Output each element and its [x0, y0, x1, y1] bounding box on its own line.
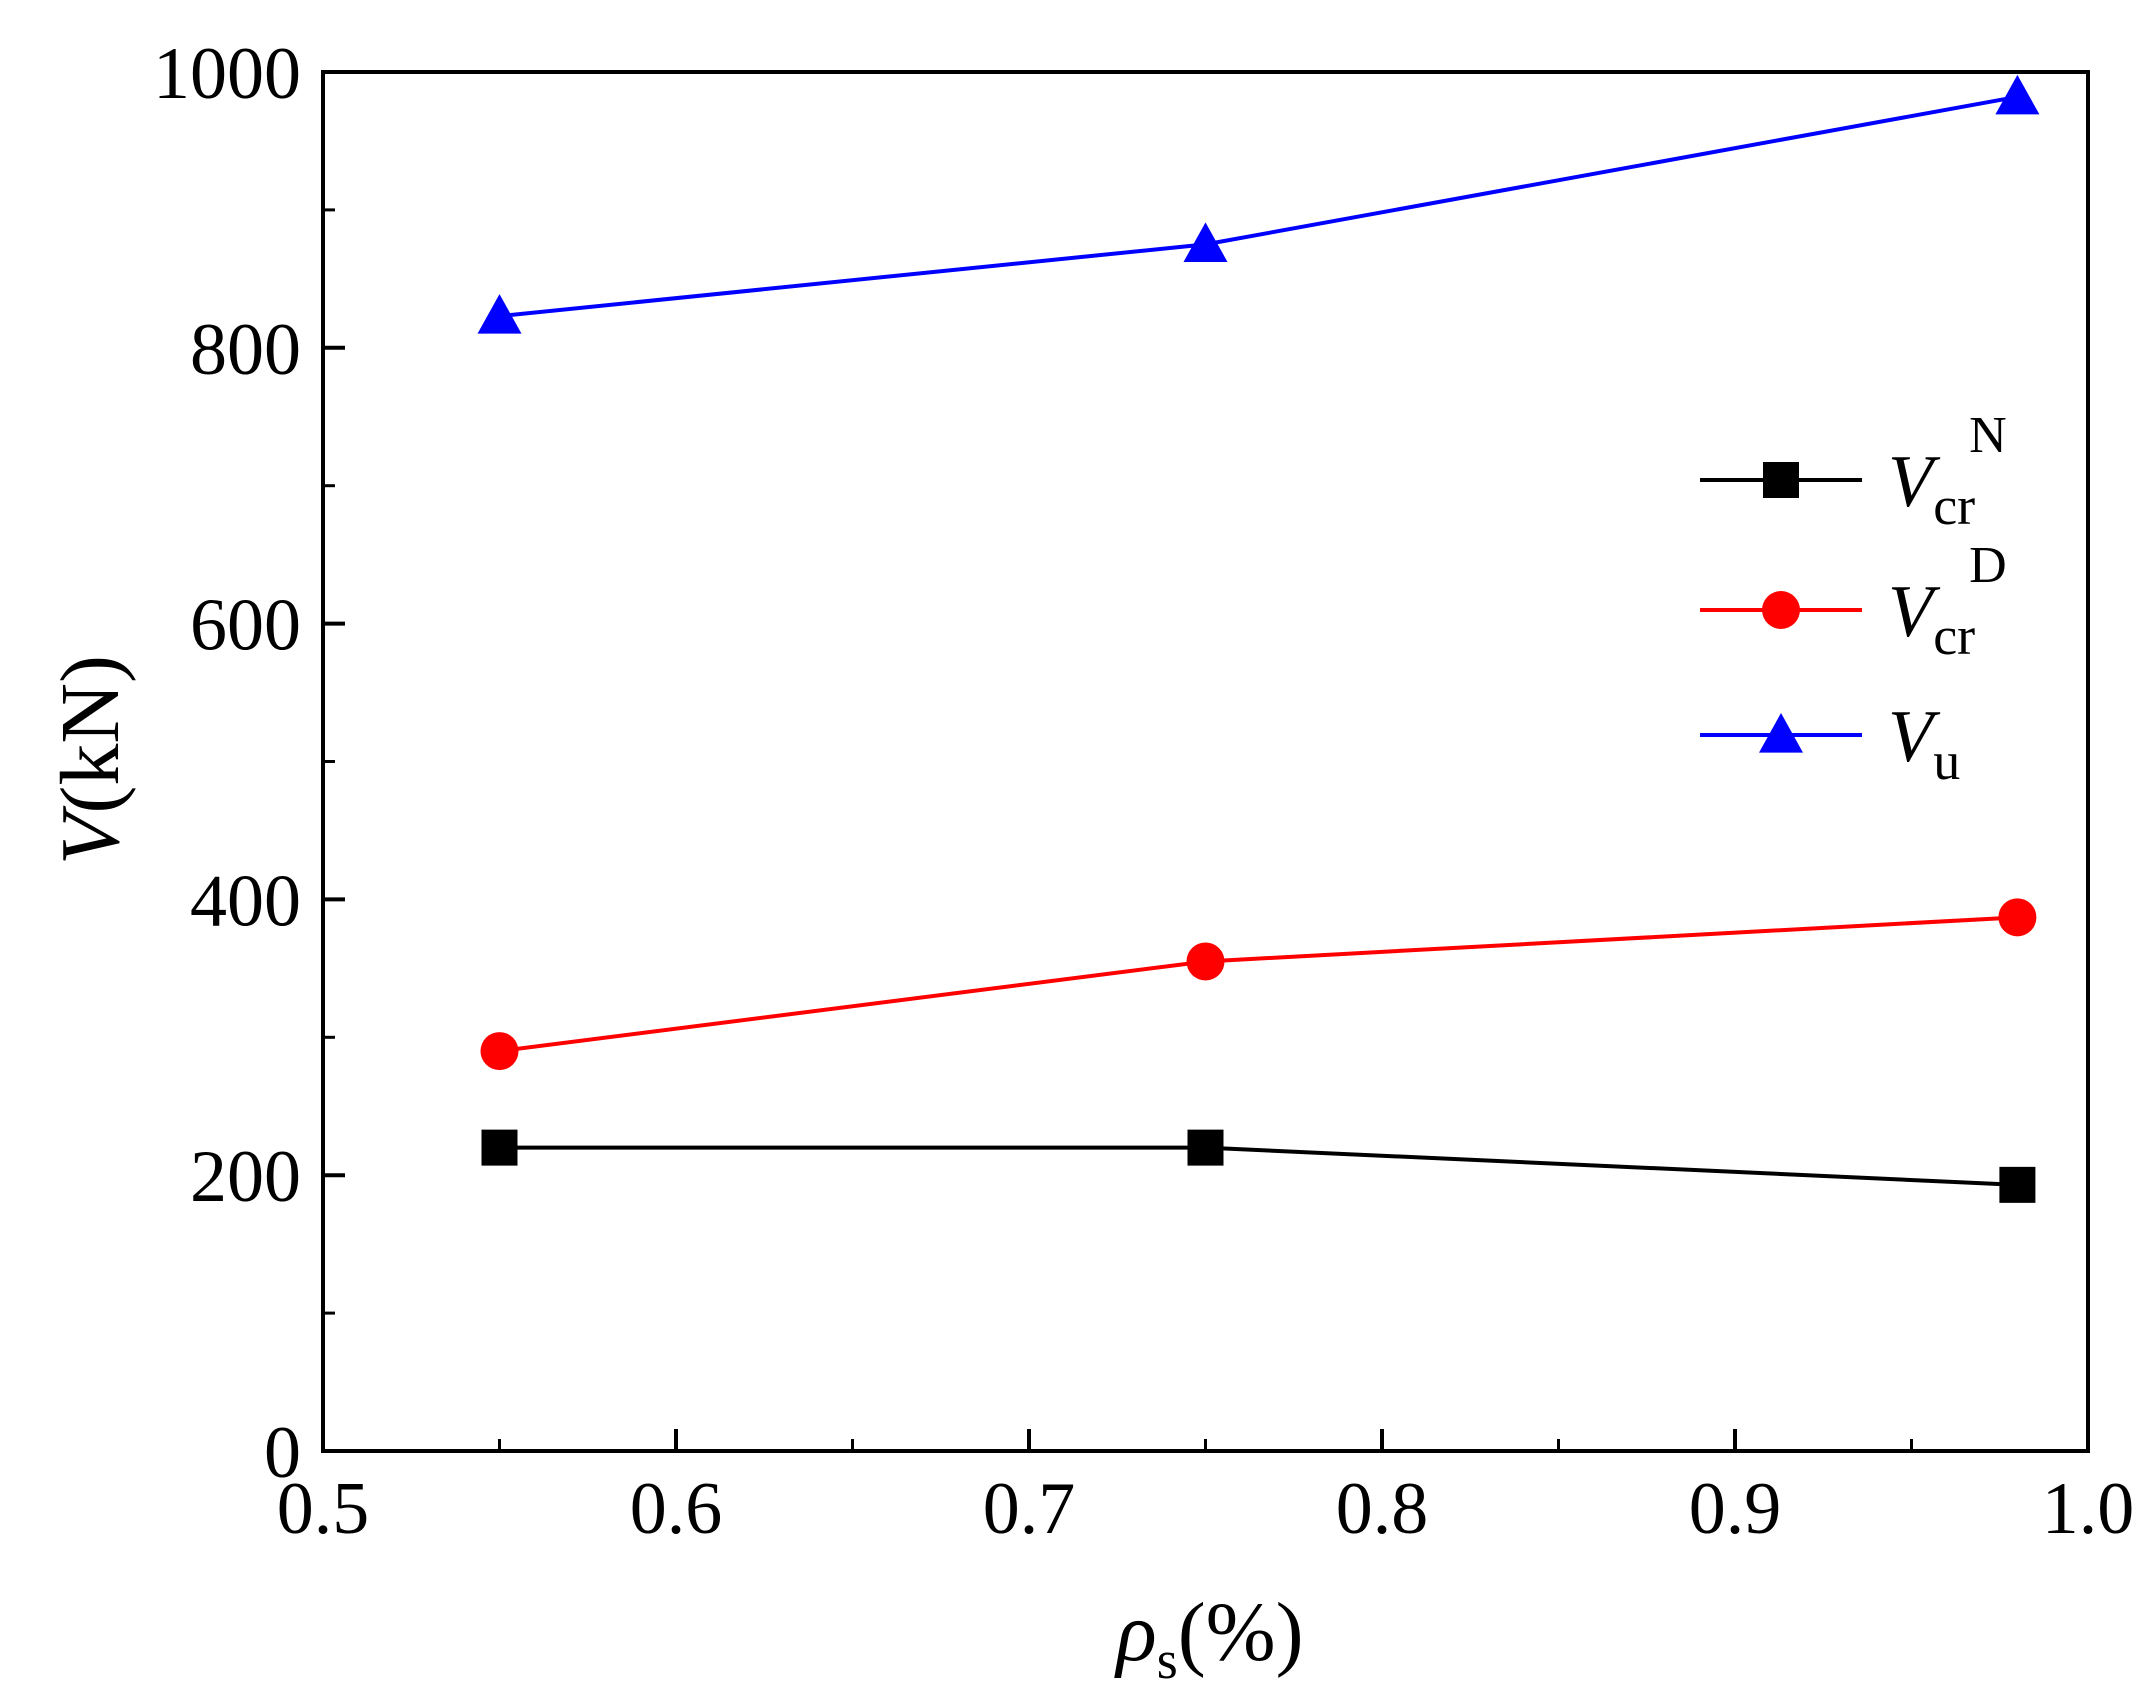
legend-label-sup: D	[1969, 537, 2007, 594]
plot-border	[321, 70, 2090, 1453]
legend-label-main: V	[1888, 441, 1941, 523]
series-2	[480, 898, 2037, 1071]
series-3	[477, 74, 2040, 334]
y-tick-label: 600	[190, 585, 301, 667]
series-line	[499, 1145, 2018, 1187]
y-tick-label: 200	[190, 1136, 301, 1218]
x-axis-title-rest: (%)	[1178, 1586, 1304, 1679]
data-point	[480, 1032, 519, 1071]
data-point	[1186, 942, 1225, 981]
data-point	[477, 294, 522, 334]
legend-label: Vu	[1888, 696, 1960, 791]
x-tick-label: 0.7	[983, 1468, 1076, 1550]
y-axis-title-rest: (kN)	[44, 655, 137, 814]
y-axis-title-main: V	[44, 805, 137, 865]
data-point	[1998, 898, 2037, 937]
series-layer	[477, 74, 2040, 1203]
y-axis-title: V(kN)	[44, 655, 137, 865]
legend-item: Vu	[1700, 696, 1960, 791]
x-tick-label: 0.5	[277, 1468, 370, 1550]
legend-marker	[1763, 462, 1799, 498]
x-axis-title: ρs(%)	[1113, 1586, 1303, 1690]
x-tick-label: 0.6	[630, 1468, 723, 1550]
data-point	[1999, 1166, 2036, 1203]
plot-frame	[321, 70, 2090, 1453]
data-point	[1187, 1129, 1224, 1166]
x-axis-title-main: ρ	[1113, 1586, 1156, 1679]
x-tick-label: 0.9	[1689, 1468, 1782, 1550]
series-line	[499, 94, 2018, 319]
legend-marker	[1762, 591, 1800, 629]
legend-label: Vcr N	[1888, 407, 2007, 536]
y-tick-label: 0	[264, 1412, 301, 1494]
x-tick-label: 1.0	[2042, 1468, 2135, 1550]
legend-item: Vcr D	[1700, 537, 2007, 666]
x-axis-title-sub: s	[1157, 1630, 1178, 1690]
legend-label-sup: N	[1969, 407, 2007, 464]
data-point	[481, 1129, 518, 1166]
x-tick-label: 0.8	[1336, 1468, 1429, 1550]
legend-item: Vcr N	[1700, 407, 2007, 536]
legend-label-sub: cr	[1933, 476, 1975, 536]
legend-label-main: V	[1888, 571, 1941, 653]
legend-marker	[1759, 713, 1803, 753]
x-axis: 0.5 0.6 0.7 0.8 0.9 1.0	[277, 1429, 2135, 1550]
legend-label-sub: u	[1933, 731, 1960, 791]
data-point	[1183, 222, 1228, 262]
y-tick-label: 400	[190, 860, 301, 942]
y-tick-label: 800	[190, 309, 301, 391]
legend-label-sub: cr	[1933, 606, 1975, 666]
series-line	[499, 915, 2018, 1054]
y-axis: 0 200 400 600 800 1000	[153, 33, 345, 1494]
legend-label-main: V	[1888, 696, 1941, 778]
data-point	[1995, 74, 2040, 115]
legend-label: Vcr D	[1888, 537, 2007, 666]
y-tick-label: 1000	[153, 33, 301, 115]
series-1	[481, 1129, 2036, 1203]
